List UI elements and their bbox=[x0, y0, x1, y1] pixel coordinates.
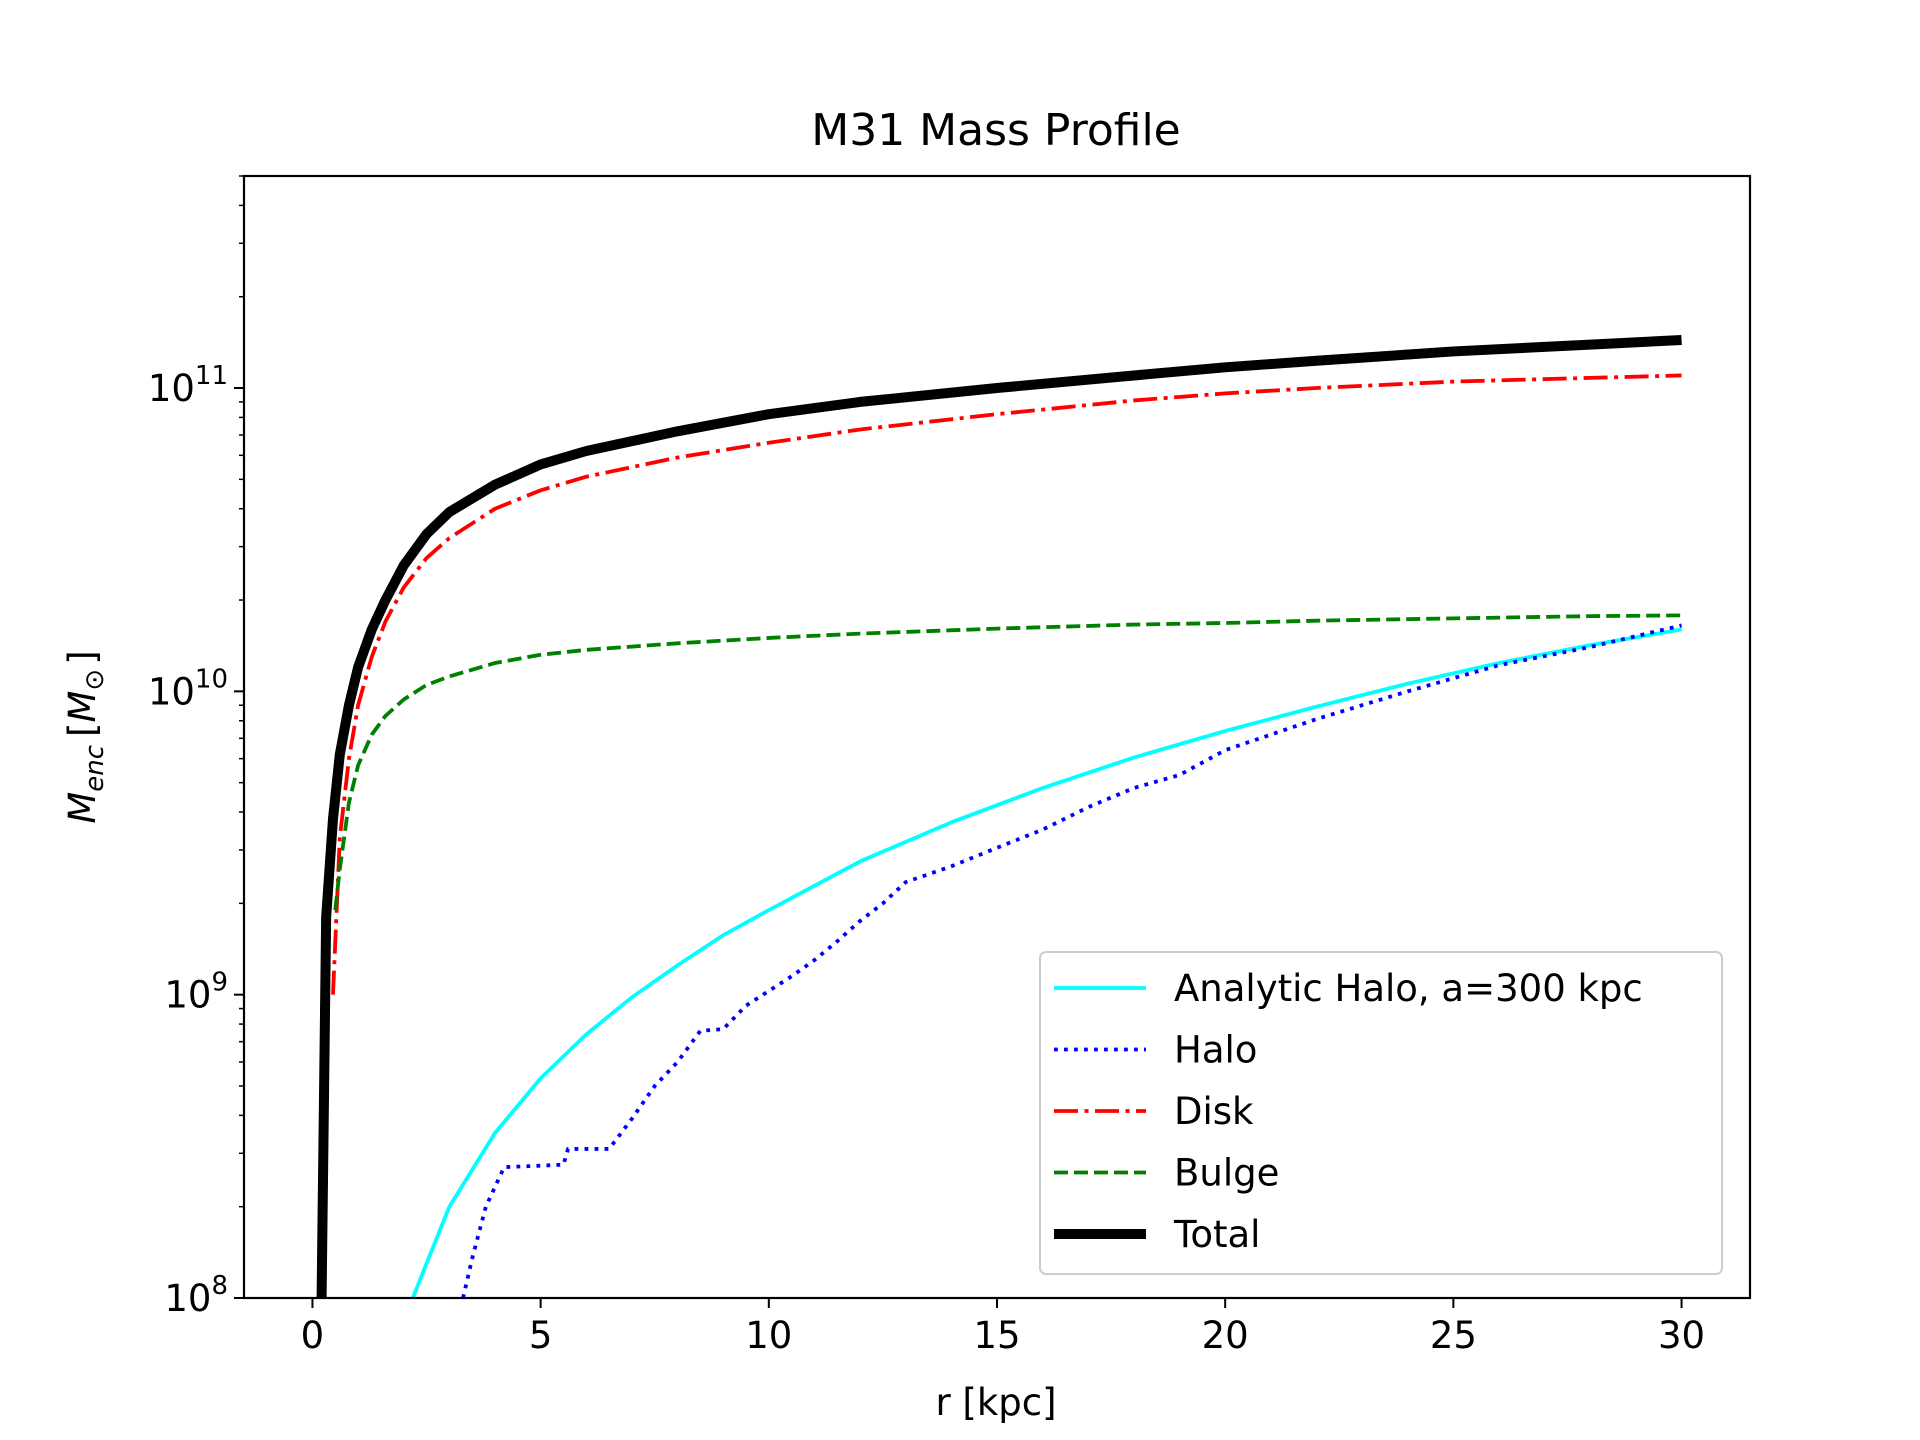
y-tick-exp: 10 bbox=[195, 664, 228, 694]
y-tick-base: 10 bbox=[164, 1277, 211, 1320]
y-label-sub: enc bbox=[80, 745, 110, 792]
y-label-open: [ bbox=[61, 723, 104, 737]
y-axis-label: Menc[M⊙] bbox=[61, 650, 110, 823]
legend: Analytic Halo, a=300 kpc Halo Disk Bulge Tot… bbox=[1039, 951, 1723, 1275]
y-tick-label: 1010 bbox=[148, 664, 228, 713]
legend-box bbox=[1039, 951, 1723, 1275]
x-tick-label: 5 bbox=[529, 1314, 553, 1357]
chart-title: M31 Mass Profile bbox=[811, 105, 1181, 156]
legend-label: Halo bbox=[1174, 1029, 1257, 1072]
y-tick-base: 10 bbox=[148, 367, 195, 410]
y-tick-base: 10 bbox=[164, 974, 211, 1017]
series-line-analytic-halo-a-300-kpc bbox=[411, 627, 1682, 1298]
y-tick-exp: 9 bbox=[211, 968, 228, 998]
x-tick-label: 15 bbox=[973, 1314, 1020, 1357]
legend-label: Analytic Halo, a=300 kpc bbox=[1174, 967, 1643, 1010]
x-tick-label: 20 bbox=[1202, 1314, 1249, 1357]
series-line-disk bbox=[331, 373, 1682, 995]
y-tick-label: 109 bbox=[164, 968, 228, 1017]
y-tick-base: 10 bbox=[148, 670, 195, 713]
x-tick-label: 0 bbox=[301, 1314, 325, 1357]
y-label-base: M bbox=[61, 792, 104, 824]
series-layer bbox=[316, 334, 1682, 1298]
legend-label: Disk bbox=[1174, 1090, 1254, 1133]
y-tick-exp: 11 bbox=[195, 361, 228, 391]
legend-label: Bulge bbox=[1174, 1152, 1279, 1195]
x-tick-label: 30 bbox=[1658, 1314, 1705, 1357]
y-label-unit: M bbox=[61, 691, 104, 723]
x-axis: 0 5 10 15 20 25 30 bbox=[301, 1298, 1705, 1357]
y-tick-label: 108 bbox=[164, 1271, 228, 1320]
legend-label: Total bbox=[1173, 1213, 1260, 1256]
series-line-halo bbox=[461, 623, 1682, 1298]
x-tick-label: 10 bbox=[745, 1314, 792, 1357]
y-label-close: ] bbox=[61, 650, 104, 664]
y-label-unit-sub: ⊙ bbox=[80, 669, 110, 691]
series-line-total bbox=[316, 334, 1682, 1298]
y-tick-label: 1011 bbox=[148, 361, 228, 410]
series-line-bulge bbox=[333, 613, 1682, 911]
x-axis-label: r [kpc] bbox=[935, 1381, 1056, 1424]
y-tick-exp: 8 bbox=[211, 1271, 228, 1301]
x-tick-label: 25 bbox=[1430, 1314, 1477, 1357]
